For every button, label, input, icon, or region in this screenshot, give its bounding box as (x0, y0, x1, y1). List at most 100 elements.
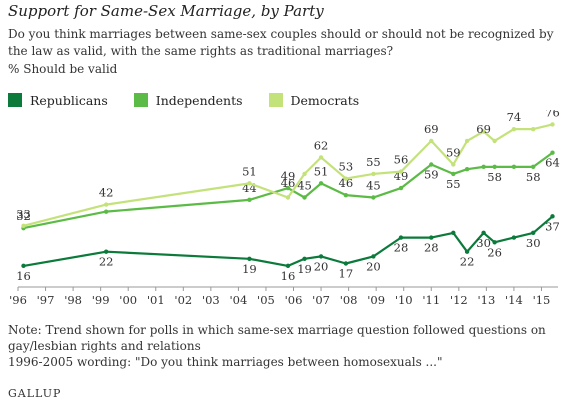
legend-swatch (268, 93, 283, 107)
data-label: 19 (297, 262, 312, 276)
data-point (21, 223, 26, 228)
note-trend: Note: Trend shown for polls in which sam… (8, 323, 546, 353)
data-point (451, 171, 456, 177)
data-point (371, 195, 376, 200)
data-point (531, 126, 536, 132)
legend-label: Independents (155, 92, 243, 108)
data-label: 59 (424, 168, 439, 182)
data-point (21, 263, 26, 269)
data-label: 22 (99, 255, 114, 269)
x-tick-label: '12 (450, 293, 468, 307)
data-point (285, 195, 291, 200)
data-point (247, 197, 252, 203)
data-label: 32 (16, 209, 31, 223)
data-label: 58 (487, 170, 502, 184)
data-point (302, 195, 307, 200)
legend-label: Democrats (290, 92, 360, 108)
data-label: 37 (545, 219, 560, 233)
data-point (429, 162, 434, 167)
x-tick-label: '00 (119, 293, 137, 307)
data-point (398, 169, 404, 174)
data-point (511, 235, 517, 240)
data-label: 59 (446, 146, 461, 160)
data-label: 16 (281, 269, 296, 283)
data-point (103, 249, 109, 254)
data-point (550, 122, 555, 127)
data-point (302, 171, 307, 177)
x-tick-label: '15 (533, 293, 551, 307)
data-label: 45 (366, 179, 381, 193)
legend: Republicans Independents Democrats (8, 90, 385, 110)
data-point (343, 176, 349, 181)
data-point (103, 202, 109, 207)
x-tick-label: '04 (230, 293, 248, 307)
legend-label: Republicans (30, 92, 108, 108)
chart-subtitle: % Should be valid (8, 62, 118, 76)
data-point (531, 164, 536, 170)
data-label: 42 (99, 186, 114, 200)
data-label: 19 (242, 262, 257, 276)
data-point (550, 150, 555, 155)
x-tick-label: '97 (37, 293, 55, 307)
data-label: 17 (339, 267, 354, 281)
data-label: 26 (487, 245, 502, 259)
x-tick-label: '96 (9, 293, 27, 307)
line-chart: '96 '97 '98 '99 '00 '01 '02 '03 '04 '05 '06 '07 '08 '… (9, 110, 560, 307)
data-label: 69 (424, 122, 439, 136)
data-point (343, 192, 349, 198)
x-tick-label: '10 (395, 293, 413, 307)
data-label: 55 (446, 177, 461, 191)
data-label: 30 (526, 236, 541, 250)
data-label: 22 (460, 255, 475, 269)
data-point (451, 162, 456, 167)
x-tick-label: '08 (340, 293, 358, 307)
data-point (492, 240, 497, 245)
x-tick-label: '07 (312, 293, 330, 307)
survey-question: Do you think marriages between same-sex … (8, 27, 554, 58)
chart-title: Support for Same-Sex Marriage, by Party (8, 2, 324, 20)
x-tick-label: '03 (202, 293, 220, 307)
data-label: 53 (339, 160, 354, 174)
data-point (318, 254, 324, 259)
data-point (492, 164, 497, 170)
x-tick-label: '06 (285, 293, 303, 307)
data-point (550, 214, 555, 219)
data-point (429, 235, 434, 240)
legend-swatch (133, 93, 148, 107)
x-tick-label: '01 (147, 293, 165, 307)
data-point (464, 249, 470, 254)
data-label: 64 (545, 156, 560, 170)
data-point (247, 181, 252, 186)
data-label: 45 (297, 179, 312, 193)
data-point (511, 164, 517, 170)
data-label: 56 (394, 153, 409, 167)
legend-item-independents: Independents (133, 92, 243, 108)
data-point (429, 138, 434, 144)
data-label: 51 (242, 164, 257, 178)
x-tick-label: '11 (422, 293, 440, 307)
x-tick-label: '05 (257, 293, 275, 307)
legend-item-republicans: Republicans (8, 93, 108, 108)
x-tick-label: '09 (367, 293, 385, 307)
data-point (371, 171, 376, 177)
x-tick-label: '99 (92, 293, 110, 307)
legend-swatch (8, 93, 22, 107)
data-point (481, 129, 486, 134)
x-tick-label: '13 (477, 293, 495, 307)
data-label: 58 (526, 170, 541, 184)
x-tick-label: '14 (505, 293, 523, 307)
data-label: 28 (424, 241, 439, 255)
data-label: 74 (507, 110, 522, 124)
data-point (481, 230, 486, 236)
data-label: 51 (314, 164, 329, 178)
data-label: 46 (339, 176, 354, 190)
data-label: 49 (281, 169, 296, 183)
data-label: 28 (394, 241, 409, 255)
data-label: 55 (366, 155, 381, 169)
note-wording: 1996-2005 wording: "Do you think marriag… (8, 355, 443, 369)
data-label: 76 (545, 110, 560, 119)
data-point (511, 126, 517, 132)
data-label: 33 (16, 207, 31, 221)
data-point (318, 155, 324, 160)
data-label: 46 (281, 176, 296, 190)
